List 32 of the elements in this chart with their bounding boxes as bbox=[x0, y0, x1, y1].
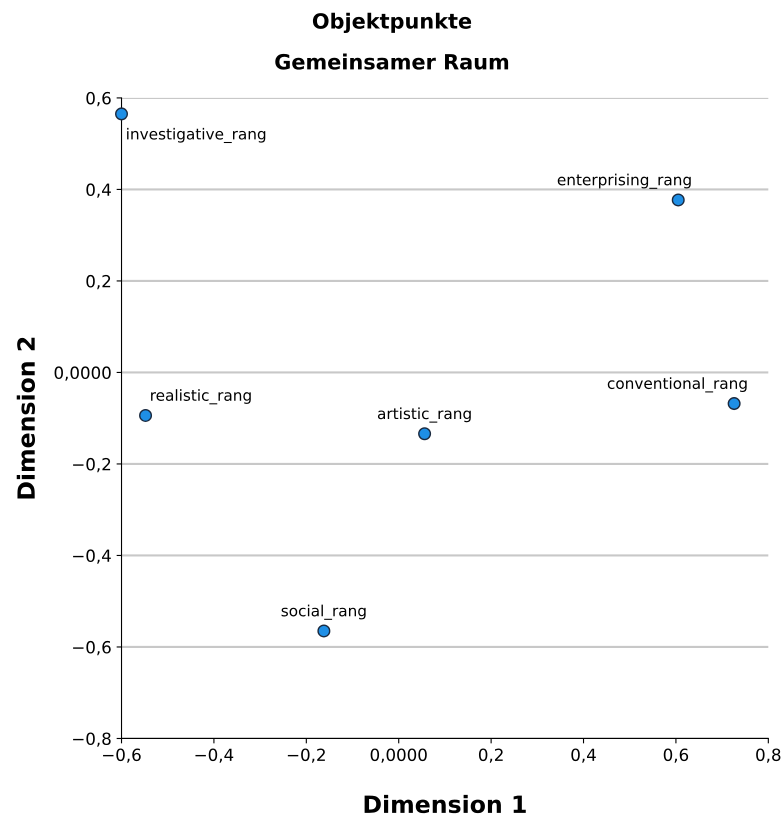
annotation: social_rang bbox=[282, 604, 366, 620]
annotation: investigative_rang bbox=[127, 128, 266, 144]
point bbox=[728, 397, 741, 410]
x-tick-label: 0,6 bbox=[664, 748, 688, 763]
point bbox=[115, 107, 128, 120]
point bbox=[672, 193, 685, 206]
y-tick-label: 0,6 bbox=[86, 92, 111, 106]
y-tick-label: −0,2 bbox=[73, 458, 110, 472]
x-tick-label: 0,2 bbox=[478, 748, 503, 763]
y-tick-label: 0,0000 bbox=[54, 366, 111, 381]
y-tick-label: −0,8 bbox=[73, 732, 111, 747]
point bbox=[317, 624, 330, 638]
annotation: artistic_rang bbox=[378, 407, 471, 423]
y-tick-label: 0,2 bbox=[86, 274, 110, 290]
x-tick-label: 0,4 bbox=[571, 748, 596, 763]
chart-title: Objektpunkte bbox=[312, 12, 472, 34]
x-tick-label: 0,8 bbox=[756, 748, 780, 763]
chart-subtitle: Gemeinsamer Raum bbox=[275, 54, 508, 70]
y-axis-title: Dimension 2 bbox=[16, 338, 36, 499]
annotation: realistic_rang bbox=[151, 389, 251, 404]
x-tick-label: 0,0000 bbox=[370, 748, 427, 763]
y-tick-label: −0,6 bbox=[73, 640, 111, 656]
y-tick-label: −0,4 bbox=[73, 549, 111, 564]
point bbox=[418, 427, 432, 440]
point bbox=[139, 408, 152, 422]
annotation: enterprising_rang bbox=[558, 174, 691, 189]
annotation: conventional_rang bbox=[608, 377, 747, 392]
x-tick-label: −0,6 bbox=[103, 748, 141, 763]
x-tick-label: −0,4 bbox=[195, 748, 234, 763]
y-tick-label: 0,4 bbox=[86, 183, 111, 198]
x-tick-label: −0,2 bbox=[288, 748, 325, 763]
x-axis-title: Dimension 1 bbox=[364, 794, 526, 814]
